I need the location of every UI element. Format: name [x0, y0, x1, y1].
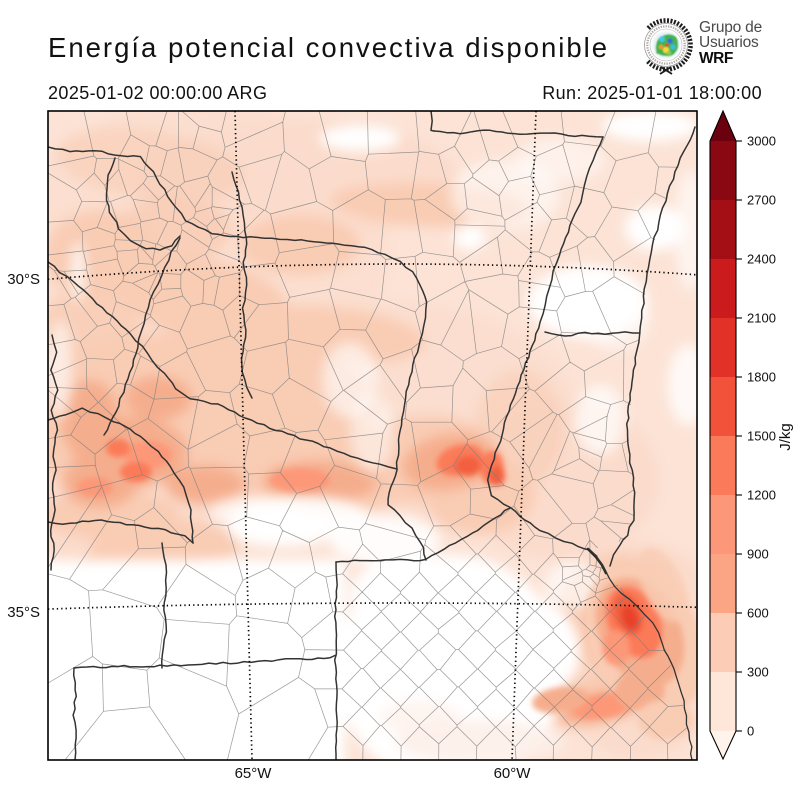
svg-text:0: 0: [747, 724, 754, 739]
svg-text:60°W: 60°W: [494, 765, 532, 782]
svg-text:300: 300: [747, 665, 769, 680]
svg-text:900: 900: [747, 547, 769, 562]
svg-text:1800: 1800: [747, 370, 776, 385]
svg-text:Usuarios: Usuarios: [699, 34, 759, 51]
svg-text:2100: 2100: [747, 311, 776, 326]
svg-text:2025-01-02 00:00:00 ARG: 2025-01-02 00:00:00 ARG: [48, 83, 267, 103]
svg-text:Energía potencial convectiva d: Energía potencial convectiva disponible: [48, 32, 609, 63]
svg-text:J/kg: J/kg: [777, 423, 794, 451]
svg-text:1200: 1200: [747, 488, 776, 503]
svg-text:Run: 2025-01-01 18:00:00: Run: 2025-01-01 18:00:00: [542, 83, 762, 103]
svg-text:1500: 1500: [747, 429, 776, 444]
svg-text:35°S: 35°S: [7, 604, 40, 621]
svg-text:65°W: 65°W: [235, 765, 273, 782]
svg-text:2700: 2700: [747, 193, 776, 208]
svg-text:3000: 3000: [747, 134, 776, 149]
svg-text:WRF: WRF: [699, 50, 733, 67]
svg-text:2400: 2400: [747, 252, 776, 267]
svg-text:Grupo de: Grupo de: [699, 19, 762, 36]
svg-text:600: 600: [747, 606, 769, 621]
svg-text:30°S: 30°S: [7, 271, 40, 288]
